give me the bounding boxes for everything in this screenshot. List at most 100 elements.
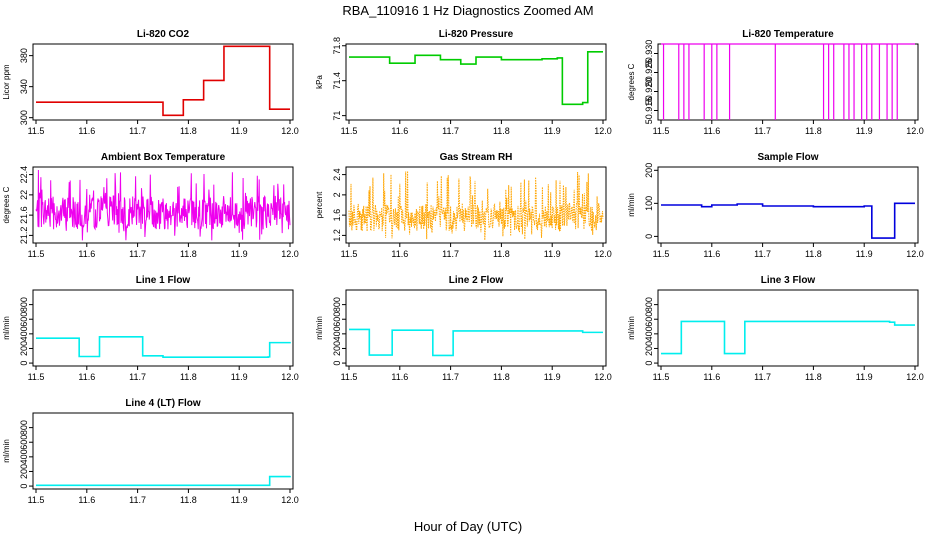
plot-frame [657, 166, 919, 244]
y-tick-label: 800 [332, 297, 342, 312]
x-tick-label: 11.8 [180, 249, 197, 259]
x-tick-label: 11.6 [391, 372, 408, 382]
y-tick-label: 0 [19, 361, 29, 366]
x-tick-label: 11.8 [493, 249, 510, 259]
y-tick-label: 600 [19, 312, 29, 327]
x-tick-label: 11.8 [805, 249, 822, 259]
x-tick-label: 11.8 [493, 372, 510, 382]
x-tick-label: 12.0 [906, 249, 924, 259]
plot-frame [32, 43, 294, 121]
y-tick-label: 800 [19, 297, 29, 312]
x-tick-label: 11.5 [653, 372, 670, 382]
y-tick-label: 200 [644, 163, 654, 178]
x-tick-label: 11.6 [391, 249, 408, 259]
y-tick-label: 300 [19, 110, 29, 125]
y-tick-label: 2.4 [332, 168, 342, 181]
series-line [661, 202, 915, 239]
x-tick-label: 12.0 [594, 249, 612, 259]
plot-frame [657, 289, 919, 367]
series-line [661, 43, 915, 120]
y-tick-label: 0 [332, 361, 342, 366]
y-axis-label: ml/min [2, 439, 11, 463]
x-tick-label: 11.9 [856, 126, 873, 136]
x-tick-label: 11.7 [129, 249, 146, 259]
x-tick-label: 11.7 [754, 249, 771, 259]
y-axis-label: degrees C [627, 63, 636, 100]
x-tick-label: 11.6 [391, 126, 408, 136]
x-tick-label: 11.9 [544, 126, 561, 136]
x-tick-label: 12.0 [906, 126, 924, 136]
panel-title: Line 2 Flow [449, 275, 504, 286]
x-tick-label: 11.9 [544, 372, 561, 382]
x-tick-label: 11.8 [805, 372, 822, 382]
y-tick-label: 100 [644, 196, 654, 211]
series-line [349, 328, 603, 357]
x-tick-label: 11.7 [129, 126, 146, 136]
x-tick-label: 11.9 [231, 126, 248, 136]
x-tick-label: 11.7 [442, 249, 459, 259]
figure-title: RBA_110916 1 Hz Diagnostics Zoomed AM [342, 3, 593, 18]
panel-line1: Line 1 Flow 11.5 11.6 11.7 11.8 11.9 12.0 0 2004… [2, 275, 299, 382]
y-tick-label: 800 [19, 420, 29, 435]
panel-box_temp: Ambient Box Temperature 11.5 11.6 11.7 11.8 1… [2, 152, 299, 259]
y-tick-label: 0 [644, 361, 654, 366]
y-axis-label: Licor ppm [2, 64, 11, 99]
x-tick-label: 11.6 [78, 372, 95, 382]
y-axis-label: ml/min [315, 316, 324, 340]
x-tick-label: 11.8 [805, 126, 822, 136]
y-tick-label: 200 [644, 341, 654, 356]
panel-line3: Line 3 Flow 11.5 11.6 11.7 11.8 11.9 12.0 0 2004… [627, 275, 924, 382]
x-tick-label: 11.5 [653, 126, 670, 136]
y-tick-label: 800 [644, 297, 654, 312]
plot-frame [345, 289, 607, 367]
y-tick-label: 400 [644, 326, 654, 341]
x-tick-label: 11.9 [544, 249, 561, 259]
y-tick-label: 200 [19, 464, 29, 479]
y-tick-label: 21.6 [19, 206, 29, 224]
panel-rh: Gas Stream RH 11.5 11.6 11.7 11.8 11.9 12.0 1.2… [315, 152, 612, 259]
x-tick-label: 11.8 [180, 495, 197, 505]
panel-title: Gas Stream RH [440, 152, 513, 163]
plot-frame [32, 412, 294, 490]
y-tick-label: 380 [19, 48, 29, 63]
y-axis-label: ml/min [627, 316, 636, 340]
panel-co2: Li-820 CO2 11.5 11.6 11.7 11.8 11.9 12.0 300 340… [2, 29, 299, 136]
x-tick-label: 11.5 [341, 372, 358, 382]
x-tick-label: 12.0 [281, 372, 299, 382]
x-tick-label: 12.0 [281, 495, 299, 505]
panel-title: Li-820 CO2 [137, 29, 190, 40]
x-tick-label: 11.6 [703, 372, 720, 382]
x-tick-label: 11.7 [129, 372, 146, 382]
x-tick-label: 11.5 [28, 495, 45, 505]
x-tick-label: 12.0 [594, 126, 612, 136]
panel-title: Line 1 Flow [136, 275, 191, 286]
x-tick-label: 11.7 [754, 372, 771, 382]
y-tick-label: 400 [19, 449, 29, 464]
panel-line4: Line 4 (LT) Flow 11.5 11.6 11.7 11.8 11.9 12.0… [2, 398, 299, 505]
x-tick-label: 11.9 [231, 372, 248, 382]
y-tick-label: 600 [332, 312, 342, 327]
x-tick-label: 11.7 [442, 126, 459, 136]
y-tick-label: 1.6 [332, 209, 342, 222]
x-tick-label: 11.8 [180, 372, 197, 382]
x-tick-label: 11.5 [28, 249, 45, 259]
series-line [348, 171, 604, 241]
x-tick-label: 11.5 [28, 372, 45, 382]
figure-xlabel: Hour of Day (UTC) [414, 519, 522, 534]
y-tick-label: 200 [332, 341, 342, 356]
x-tick-label: 11.8 [180, 126, 197, 136]
y-tick-label: 340 [19, 79, 29, 94]
y-tick-label: 50.930 [644, 40, 654, 68]
x-tick-label: 11.9 [231, 495, 248, 505]
y-tick-label: 1.2 [332, 229, 342, 242]
y-tick-label: 600 [644, 312, 654, 327]
x-tick-label: 11.6 [78, 495, 95, 505]
x-tick-label: 11.6 [703, 249, 720, 259]
y-tick-label: 22.4 [19, 166, 29, 184]
x-tick-label: 11.5 [341, 249, 358, 259]
y-tick-label: 22 [19, 190, 29, 200]
x-tick-label: 11.6 [78, 249, 95, 259]
panel-title: Li-820 Pressure [439, 29, 514, 40]
panel-line2: Line 2 Flow 11.5 11.6 11.7 11.8 11.9 12.0 0 2004… [315, 275, 612, 382]
